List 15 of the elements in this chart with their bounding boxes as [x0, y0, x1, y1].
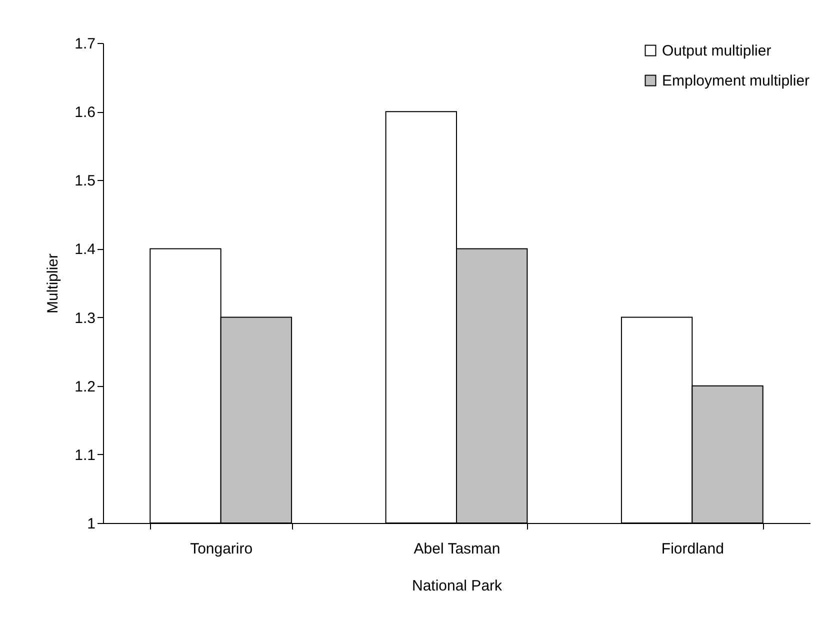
y-tick-label: 1.3 — [74, 310, 96, 327]
y-tick-label: 1.1 — [74, 446, 96, 464]
x-axis-title: National Park — [412, 578, 503, 594]
legend-label: Employment multiplier — [662, 72, 810, 90]
y-tick-label: 1.5 — [74, 172, 96, 190]
legend-label: Output multiplier — [662, 42, 772, 60]
y-tick-label: 1.7 — [74, 36, 96, 52]
y-tick-label: 1.6 — [74, 104, 96, 122]
y-tick-label: 1.4 — [74, 241, 96, 258]
y-tick-label: 1 — [87, 516, 96, 532]
x-tick-label: Abel Tasman — [414, 540, 500, 558]
x-tick-label: Tongariro — [190, 540, 253, 558]
y-tick-label: 1.2 — [74, 378, 96, 396]
y-axis-title: Multiplier — [44, 253, 62, 314]
x-tick-label: Fiordland — [661, 540, 724, 558]
